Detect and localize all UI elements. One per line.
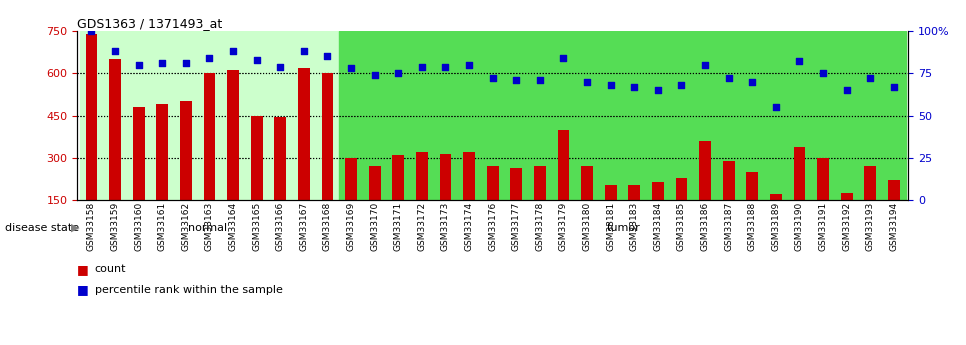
Point (367, 72, 383, 78)
Point (745, 79, 760, 85)
Point (673, 82, 689, 88)
Bar (582, 166, 593, 200)
Bar (534, 166, 546, 200)
Bar (156, 104, 168, 200)
Bar (86, 34, 98, 200)
Bar (794, 147, 806, 200)
Bar (628, 185, 640, 200)
Bar (298, 68, 310, 200)
Text: disease state: disease state (5, 223, 79, 233)
Point (508, 77, 524, 83)
Point (838, 87, 854, 93)
Text: percentile rank within the sample: percentile rank within the sample (95, 285, 282, 295)
Bar (180, 101, 191, 200)
Point (178, 60, 193, 66)
Bar (675, 178, 688, 200)
Point (462, 62, 477, 68)
Point (297, 49, 312, 54)
Point (390, 71, 406, 76)
Bar (339, 31, 906, 200)
Bar (865, 166, 876, 200)
Bar (605, 185, 616, 200)
Point (815, 71, 831, 76)
Text: normal: normal (188, 223, 227, 233)
Bar (345, 158, 357, 200)
Bar (888, 180, 899, 200)
Point (202, 55, 217, 61)
Point (792, 59, 808, 64)
Point (414, 64, 430, 69)
Bar (699, 141, 711, 200)
Bar (227, 70, 239, 200)
Point (721, 76, 736, 81)
Point (532, 77, 548, 83)
Point (863, 76, 878, 81)
Point (131, 62, 147, 68)
Bar (510, 168, 523, 200)
Bar (817, 158, 829, 200)
Bar (132, 107, 145, 200)
Bar (652, 182, 664, 200)
Text: count: count (95, 264, 127, 274)
Text: ▶: ▶ (71, 223, 79, 233)
Bar (463, 152, 475, 200)
Bar (416, 152, 428, 200)
Point (320, 53, 335, 59)
Bar (369, 166, 381, 200)
Bar (392, 155, 404, 200)
Point (272, 64, 288, 69)
Text: tumor: tumor (607, 223, 640, 233)
Bar (747, 172, 758, 200)
Point (438, 64, 453, 69)
Bar (840, 193, 853, 200)
Point (580, 79, 595, 85)
Text: ■: ■ (77, 263, 89, 276)
Point (84, 28, 99, 34)
Bar (557, 130, 569, 200)
Bar (109, 59, 121, 200)
Bar (487, 166, 498, 200)
Point (650, 87, 666, 93)
Bar (274, 117, 286, 200)
Bar (770, 195, 781, 200)
Bar (204, 73, 215, 200)
Point (603, 82, 618, 88)
Bar (79, 31, 339, 200)
Point (343, 66, 358, 71)
Text: ■: ■ (77, 283, 89, 296)
Point (768, 104, 783, 110)
Bar (251, 116, 263, 200)
Point (627, 84, 642, 90)
Bar (440, 154, 451, 200)
Point (249, 57, 265, 62)
Point (225, 49, 241, 54)
Text: GDS1363 / 1371493_at: GDS1363 / 1371493_at (77, 17, 222, 30)
Bar (723, 161, 734, 200)
Point (886, 84, 901, 90)
Bar (322, 73, 333, 200)
Point (107, 49, 123, 54)
Point (485, 76, 500, 81)
Point (155, 60, 170, 66)
Point (555, 55, 571, 61)
Point (697, 62, 713, 68)
